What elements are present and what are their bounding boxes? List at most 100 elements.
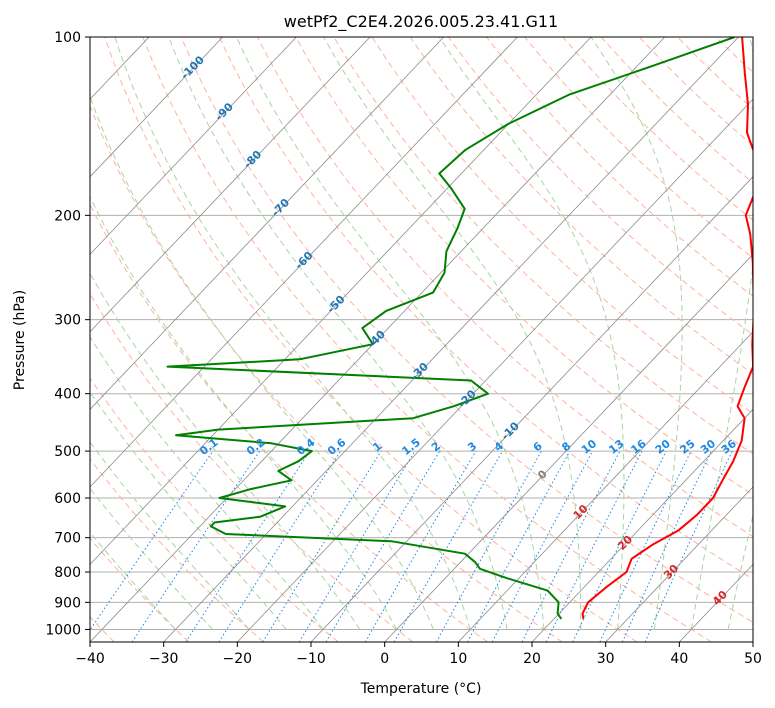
dry-adiabat-60 (218, 37, 753, 580)
x-tick-label: 10 (449, 651, 467, 667)
moist-adiabat--5 (90, 272, 361, 630)
mixing-ratio-label: 0.2 (244, 436, 267, 458)
x-axis-label: Temperature (°C) (360, 681, 482, 697)
isotherm-label: -20 (455, 387, 478, 410)
mixing-ratio-line-36 (644, 450, 733, 642)
moist-adiabat-25 (323, 37, 582, 630)
y-tick-label: 400 (54, 387, 81, 403)
dry-adiabat-140 (524, 37, 753, 259)
x-tick-label: 40 (670, 651, 688, 667)
x-tick-label: 30 (597, 651, 615, 667)
isotherm--70 (90, 37, 445, 410)
moist-adiabat-5 (90, 95, 434, 630)
mixing-ratio-label: 6 (531, 439, 545, 454)
moist-adiabat-40 (690, 37, 753, 630)
y-tick-label: 100 (54, 30, 81, 46)
dry-adiabat-20 (90, 104, 563, 642)
dry-adiabat-40 (142, 37, 712, 642)
isotherm-30 (605, 486, 753, 642)
moist-adiabat--15 (90, 391, 287, 630)
isotherm-label: 30 (661, 562, 681, 582)
mixing-ratio-line-0.1 (90, 450, 214, 631)
isotherm--100 (90, 37, 224, 178)
x-tick-label: −40 (75, 651, 105, 667)
moist-adiabat-0 (90, 195, 398, 630)
isotherm-label: -30 (408, 360, 431, 383)
profile-line-0 (581, 37, 753, 620)
isotherm-10 (458, 331, 753, 642)
isotherm--10 (310, 176, 753, 642)
y-tick-label: 700 (54, 531, 81, 547)
dry-adiabat-80 (295, 37, 753, 496)
plot-area: 0.1 0.2 0.4 0.6 1 1.5 2 3 4 6 8 10 13 16 20 25 30 36-100-… (90, 37, 775, 642)
moist-adiabat-35 (590, 37, 683, 630)
isotherm--40 (90, 37, 666, 642)
mixing-ratio-line-8 (467, 450, 571, 642)
mixing-ratio-line-1.5 (298, 450, 416, 642)
moist-adiabat-30 (438, 37, 625, 630)
dry-adiabats (90, 37, 775, 642)
mixing-ratio-lines (90, 450, 733, 642)
isotherm--50 (90, 37, 592, 566)
x-axis-ticks: −40 −30 −20 −10 0 10 20 30 40 50 (75, 642, 762, 667)
x-tick-label: −10 (296, 651, 326, 667)
moist-adiabat--25 (90, 487, 213, 630)
y-tick-label: 500 (54, 444, 81, 460)
mixing-ratio-line-25 (599, 450, 692, 642)
dry-adiabat-90 (333, 37, 753, 455)
isotherm--90 (90, 37, 297, 255)
dry-adiabat-30 (104, 37, 638, 642)
dry-adiabat-120 (447, 37, 753, 336)
y-tick-label: 800 (54, 565, 81, 581)
isotherm--80 (90, 37, 371, 333)
isotherm-40 (679, 563, 753, 642)
x-tick-label: −20 (223, 651, 253, 667)
x-tick-label: 0 (380, 651, 389, 667)
mixing-ratio-label: 0.6 (325, 436, 349, 458)
mixing-ratio-line-6 (435, 450, 542, 642)
dry-adiabat-10 (90, 203, 488, 642)
y-tick-label: 900 (54, 595, 81, 611)
dry-adiabat-130 (486, 37, 753, 297)
isotherm-20 (531, 408, 753, 642)
y-tick-label: 300 (54, 313, 81, 329)
dry-adiabat-70 (256, 37, 753, 538)
mixing-ratio-label: 20 (653, 437, 673, 457)
moist-adiabat-15 (168, 37, 508, 630)
moist-adiabat--20 (90, 441, 250, 630)
dry-adiabat-200 (754, 37, 775, 642)
isotherm-label: -90 (213, 100, 236, 123)
isotherm-50 (752, 641, 753, 642)
mixing-ratio-line-16 (545, 450, 643, 642)
dry-adiabat--20 (90, 458, 264, 642)
isotherm--30 (163, 37, 739, 642)
isotherm-0 (384, 253, 753, 642)
isotherm-label: -40 (365, 328, 388, 351)
isotherm--60 (90, 37, 518, 488)
y-axis-ticks: 100 200 300 400 500 600 700 800 900 1000 (45, 30, 90, 638)
moist-adiabat--10 (90, 335, 324, 630)
dry-adiabat-50 (180, 37, 753, 623)
isotherm-label: -60 (292, 249, 315, 272)
mixing-ratio-label: 25 (678, 437, 698, 457)
isotherms (90, 37, 753, 642)
mixing-ratio-label: 3 (465, 439, 479, 454)
dry-adiabat-0 (90, 292, 414, 642)
x-tick-label: −30 (149, 651, 179, 667)
y-tick-label: 600 (54, 491, 81, 507)
isotherm-label: -80 (241, 148, 264, 171)
mixing-ratio-label: 10 (579, 437, 599, 457)
x-tick-label: 20 (523, 651, 541, 667)
dry-adiabat-160 (600, 37, 753, 184)
isotherm-label: 40 (710, 588, 730, 608)
mixing-ratio-label: 8 (559, 439, 573, 454)
dry-adiabat-150 (562, 37, 753, 221)
mixing-ratio-label: 1.5 (399, 436, 422, 458)
mixing-ratio-line-0.4 (185, 450, 311, 642)
mixing-ratio-label: 16 (629, 437, 649, 457)
profile-line-1 (166, 37, 736, 620)
mixing-ratio-label: 4 (492, 439, 506, 454)
y-tick-label: 200 (54, 208, 81, 224)
